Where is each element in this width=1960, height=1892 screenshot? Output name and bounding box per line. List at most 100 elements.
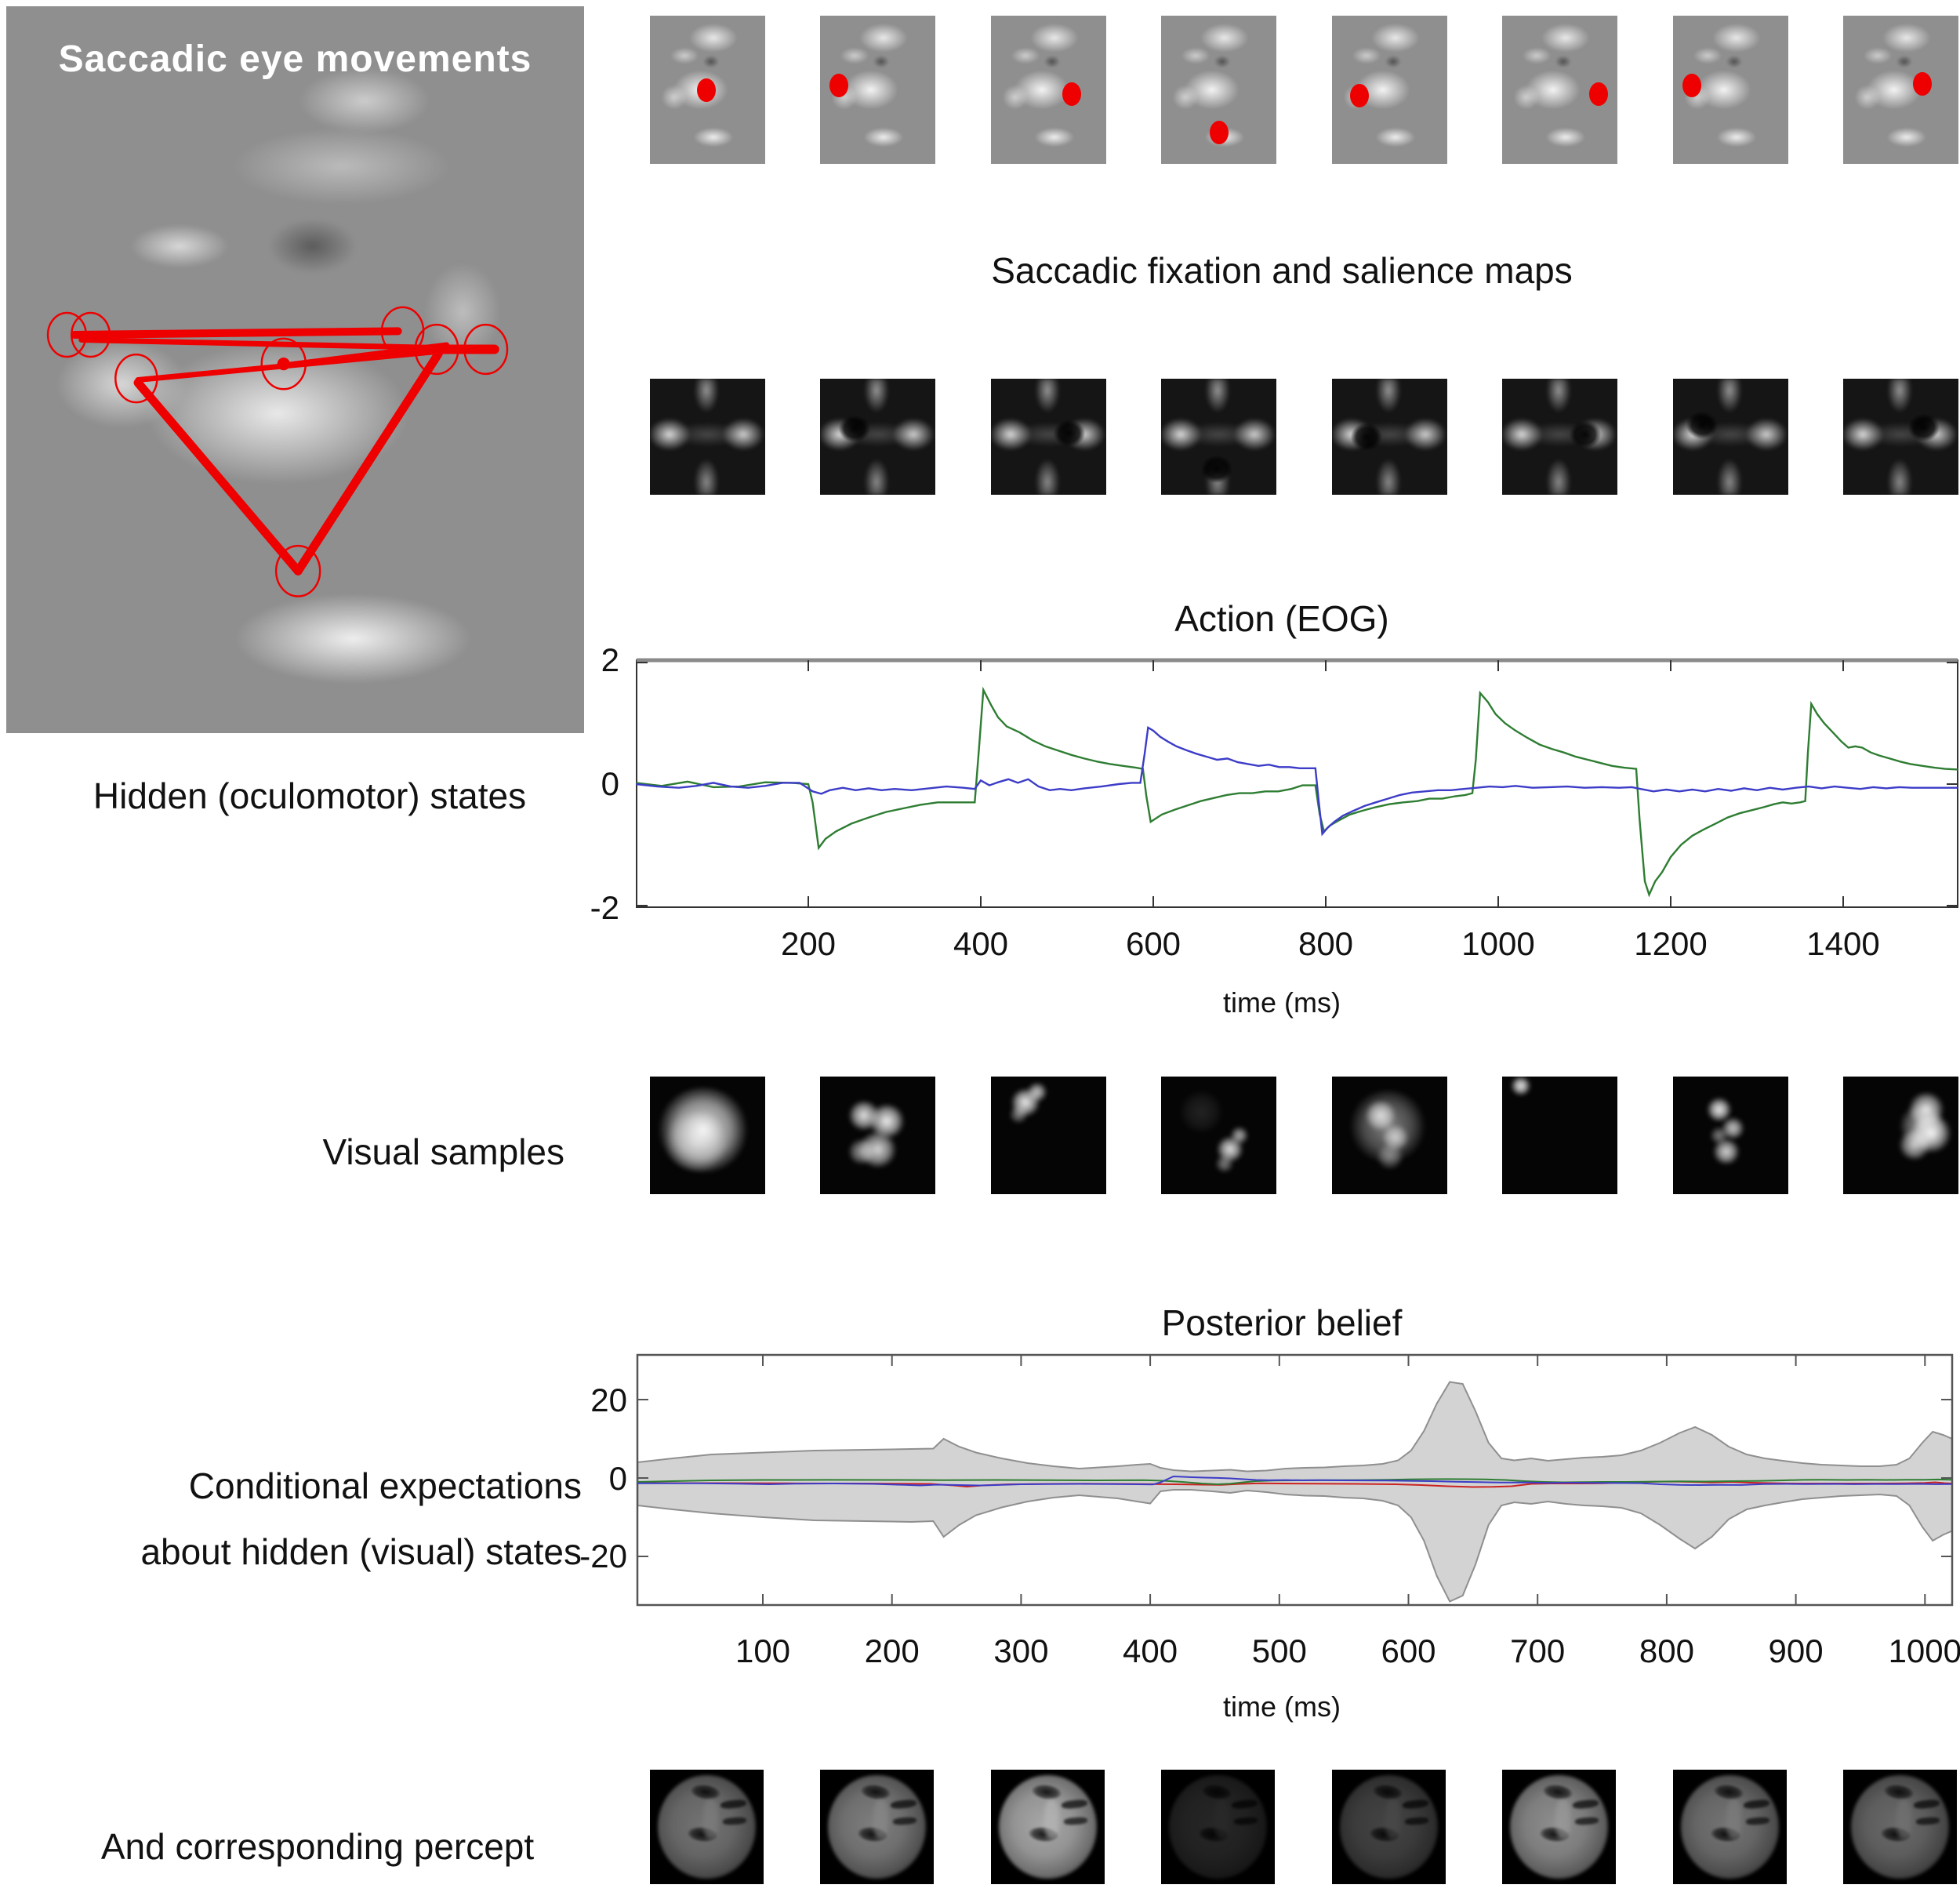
scanpath-segment [70, 327, 402, 340]
x-tick-label: 800 [1298, 925, 1354, 962]
percept-face-image [1161, 1770, 1275, 1884]
fixation-circle [260, 337, 307, 390]
visual-samples-row [0, 1077, 1960, 1194]
percept-face-3 [991, 1770, 1105, 1884]
salience-maps-row [0, 379, 1960, 495]
fixation-dot [1209, 121, 1229, 145]
fixation-dot [829, 73, 848, 97]
x-tick-label: 500 [1251, 1632, 1307, 1669]
fixation-dot [1682, 73, 1701, 97]
fixation-dot [697, 78, 717, 102]
salience-map-3 [991, 379, 1106, 495]
x-tick-label: 400 [1123, 1632, 1178, 1669]
confidence-band [637, 1381, 1953, 1603]
salience-map-6 [1502, 379, 1617, 495]
x-tick-label: 200 [864, 1632, 920, 1669]
fixation-frame-8 [1843, 16, 1958, 164]
face-oval [1851, 1775, 1949, 1879]
x-tick-label: 100 [735, 1632, 791, 1669]
x-tick-label: 1000 [1888, 1632, 1960, 1669]
sample-blob [663, 1111, 728, 1171]
inhibition-spot [1569, 420, 1602, 448]
sample-blob [1706, 1098, 1732, 1121]
post-ytick-0: 0 [608, 1460, 627, 1497]
posterior-xtick-labels: 100 200 300 400 500 600 700 800 900 1000 [604, 1632, 1960, 1672]
face-oval [1340, 1775, 1438, 1879]
series-expectation-blue [637, 1475, 1952, 1487]
label-hidden-oculomotor-states: Hidden (oculomotor) states [93, 775, 527, 816]
salience-map-1 [650, 379, 765, 495]
salience-map-2 [820, 379, 935, 495]
percept-face-8 [1843, 1770, 1957, 1884]
fixation-frame-2 [820, 16, 935, 164]
percept-face-image [1502, 1770, 1616, 1884]
fixation-dot [1913, 71, 1933, 96]
series-expectation-green [637, 1478, 1952, 1486]
eog-ytick-neg2: -2 [590, 889, 619, 926]
percept-face-image [1843, 1770, 1957, 1884]
fixation-frame-7 [1673, 16, 1788, 164]
visual-sample-3 [991, 1077, 1106, 1194]
fixation-circle [414, 323, 459, 376]
sample-blob [1026, 1082, 1048, 1102]
scanpath-segment [293, 349, 443, 576]
label-conditional-expectations-line2: about hidden (visual) states [140, 1531, 582, 1572]
visual-sample-8 [1843, 1077, 1958, 1194]
inhibition-spot [838, 414, 871, 443]
label-and-corresponding-percept: And corresponding percept [100, 1826, 535, 1867]
visual-sample-7 [1673, 1077, 1788, 1194]
label-conditional-expectations-line1: Conditional expectations [188, 1465, 582, 1506]
visual-sample-2 [820, 1077, 935, 1194]
sample-blob [1381, 1124, 1410, 1151]
fixation-circle [463, 323, 509, 376]
x-tick-label: 600 [1381, 1632, 1436, 1669]
face-nose [1385, 1799, 1400, 1839]
sample-blob [1898, 1105, 1945, 1147]
x-tick-label: 300 [993, 1632, 1049, 1669]
face-nose [1896, 1799, 1911, 1839]
fixation-frames-row [0, 16, 1960, 164]
visual-sample-5 [1332, 1077, 1447, 1194]
series-eog-blue [635, 725, 1958, 837]
posterior-chart [636, 1353, 1954, 1607]
percept-face-image [820, 1770, 934, 1884]
x-tick-label: 900 [1768, 1632, 1824, 1669]
stimulus-panel: Saccadic eye movements [6, 6, 584, 733]
percept-face-4 [1161, 1770, 1275, 1884]
salience-texture [1673, 379, 1788, 495]
face-nose [1555, 1799, 1570, 1839]
eog-ytick-0: 0 [601, 765, 619, 802]
face-nose [1044, 1799, 1059, 1839]
scanpath-segment [133, 378, 303, 576]
eog-chart [635, 658, 1958, 908]
sample-blob [1510, 1077, 1531, 1096]
sample-blob [1710, 1127, 1729, 1144]
fixation-dot [1350, 84, 1370, 108]
fixation-frame-4 [1161, 16, 1276, 164]
plot-box [636, 659, 1958, 908]
eog-xtick-labels: 200 400 600 800 1000 1200 1400 [604, 925, 1960, 964]
post-ytick-20: 20 [590, 1382, 627, 1418]
fixation-circle [46, 311, 87, 358]
plot-box [636, 1353, 1954, 1607]
eog-chart-title: Action (EOG) [1174, 598, 1389, 639]
visual-sample-6 [1502, 1077, 1617, 1194]
eog-xlabel: time (ms) [1223, 986, 1341, 1019]
visual-sample-1 [650, 1077, 765, 1194]
fixation-circle [114, 353, 158, 404]
fixation-center-dot [277, 357, 290, 371]
percept-face-image [1332, 1770, 1446, 1884]
face-thumbnail [1843, 16, 1958, 164]
x-tick-label: 1200 [1634, 925, 1708, 962]
face-nose [1214, 1799, 1229, 1839]
x-tick-label: 200 [780, 925, 837, 962]
x-tick-label: 400 [953, 925, 1009, 962]
series-eog-green [635, 686, 1958, 898]
scanpath-segment [78, 336, 448, 351]
face-thumbnail [991, 16, 1106, 164]
inhibition-spot [1200, 455, 1233, 484]
salience-texture [1843, 379, 1958, 495]
posterior-chart-title: Posterior belief [1161, 1302, 1403, 1343]
scanpath-segment [135, 347, 448, 383]
saccade-scanpath [46, 306, 509, 597]
